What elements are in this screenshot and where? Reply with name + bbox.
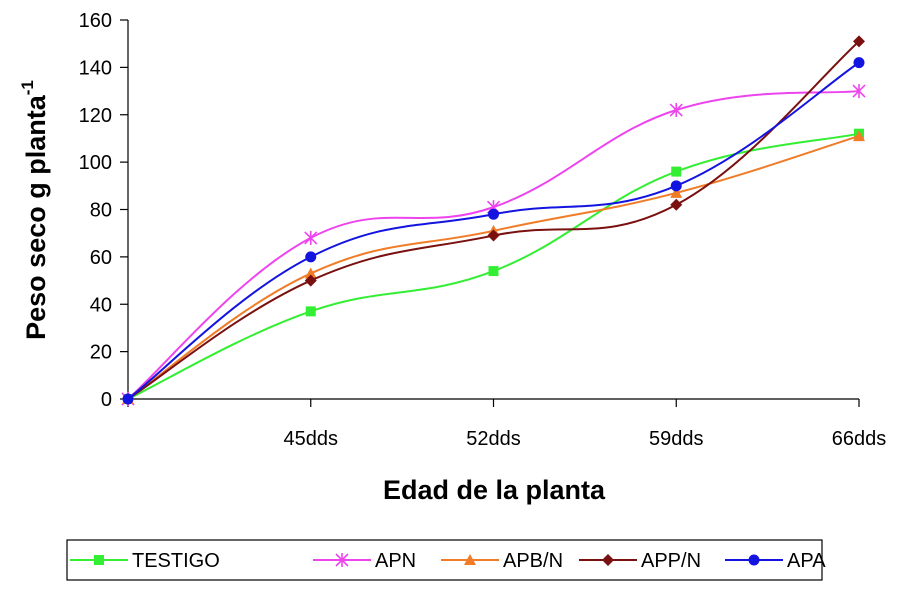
legend-item-apa: APA bbox=[725, 550, 826, 572]
legend-label: APP/N bbox=[641, 550, 701, 572]
data-point-app-n bbox=[304, 274, 317, 287]
data-point-apa bbox=[853, 57, 865, 69]
data-point-apa bbox=[122, 393, 134, 405]
data-point-apb-n bbox=[853, 130, 865, 142]
y-tick-label: 80 bbox=[90, 200, 112, 222]
data-point-testigo bbox=[305, 306, 316, 317]
y-tick-label: 0 bbox=[101, 389, 112, 411]
y-tick-label: 40 bbox=[90, 294, 112, 316]
data-point-apn bbox=[304, 230, 318, 245]
x-tick-label: 59dds bbox=[649, 428, 704, 450]
data-point-testigo bbox=[488, 266, 499, 277]
y-axis-title-text: Peso seco g planta bbox=[21, 94, 51, 340]
legend-label: APN bbox=[375, 550, 416, 572]
svg-text:Peso seco g planta-1: Peso seco g planta-1 bbox=[18, 80, 51, 340]
legend-marker bbox=[94, 555, 104, 565]
y-tick-label: 120 bbox=[79, 105, 112, 127]
legend: TESTIGO APN APB/N APP/N APA bbox=[66, 539, 826, 581]
axes: 0 20 40 60 80 100 120 140 160 45dds 52dds 59dds 66dd… bbox=[79, 10, 887, 450]
x-tick-label: 45dds bbox=[284, 428, 339, 450]
series-apa bbox=[122, 57, 865, 405]
data-point-apa bbox=[305, 251, 317, 263]
series-line-apn bbox=[127, 90, 860, 400]
y-tick-label: 140 bbox=[79, 57, 112, 79]
legend-label: TESTIGO bbox=[132, 550, 220, 572]
data-point-app-n bbox=[670, 198, 683, 211]
y-tick-label: 100 bbox=[79, 152, 112, 174]
data-point-apa bbox=[670, 180, 682, 192]
legend-item-apn: APN bbox=[313, 550, 416, 572]
data-point-apb-n bbox=[304, 267, 317, 279]
legend-item-testigo: TESTIGO bbox=[70, 550, 220, 572]
x-tick-label: 52dds bbox=[466, 428, 521, 450]
data-point-testigo bbox=[671, 166, 682, 177]
y-axis-title: Peso seco g planta-1 bbox=[18, 80, 51, 340]
x-tick-label: 66dds bbox=[832, 428, 887, 450]
x-axis-title: Edad de la planta bbox=[383, 475, 606, 505]
data-point-apn bbox=[669, 103, 683, 118]
data-point-apa bbox=[488, 208, 499, 220]
legend-label: APA bbox=[787, 550, 826, 572]
legend-item-app-n: APP/N bbox=[579, 550, 701, 572]
legend-item-apb-n: APB/N bbox=[441, 550, 563, 572]
legend-label: APB/N bbox=[503, 550, 563, 572]
legend-marker bbox=[464, 554, 476, 565]
y-tick-label: 20 bbox=[90, 342, 112, 364]
series-apn bbox=[121, 84, 866, 406]
y-tick-label: 60 bbox=[90, 247, 112, 269]
data-point-app-n bbox=[487, 229, 500, 242]
data-point-apn bbox=[852, 84, 866, 99]
y-axis-title-superscript: -1 bbox=[18, 80, 37, 95]
series-app-n bbox=[122, 35, 865, 405]
data-point-apb-n bbox=[670, 186, 683, 198]
data-point-app-n bbox=[853, 35, 865, 48]
legend-marker bbox=[602, 554, 614, 566]
legend-marker bbox=[748, 554, 760, 566]
series-layer bbox=[121, 35, 866, 406]
legend-marker bbox=[335, 553, 349, 567]
y-tick-label: 160 bbox=[79, 10, 112, 32]
